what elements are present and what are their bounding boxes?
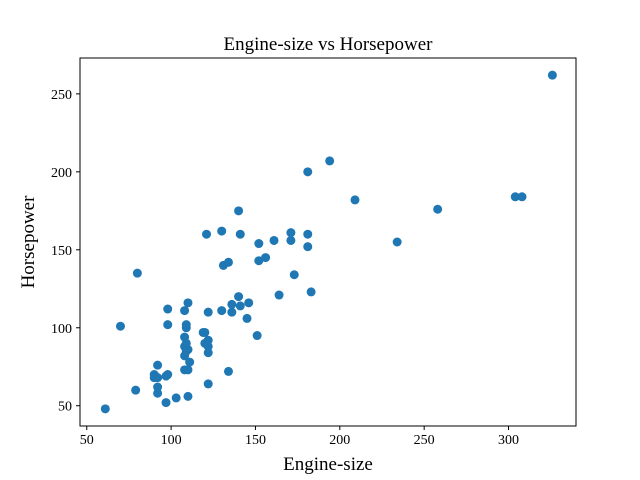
scatter-point	[242, 313, 252, 323]
scatter-point	[163, 304, 173, 314]
scatter-point	[217, 226, 227, 236]
y-axis-label: Horsepower	[18, 195, 39, 289]
scatter-point	[252, 331, 262, 341]
scatter-point	[180, 306, 190, 316]
scatter-point	[254, 256, 264, 266]
scatter-point	[163, 370, 173, 380]
scatter-point	[223, 366, 233, 376]
scatter-point	[261, 253, 271, 263]
scatter-point	[274, 290, 284, 300]
scatter-point	[183, 365, 193, 375]
scatter-point	[350, 195, 360, 205]
scatter-point	[132, 268, 142, 278]
x-tick-label: 100	[161, 433, 182, 448]
scatter-point	[115, 321, 125, 331]
scatter-point	[185, 357, 195, 367]
scatter-point	[203, 307, 213, 317]
chart-title: Engine-size vs Horsepower	[224, 34, 434, 55]
x-tick-label: 150	[245, 433, 266, 448]
x-axis-label: Engine-size	[283, 454, 373, 475]
scatter-point	[234, 292, 244, 302]
scatter-point	[286, 235, 296, 245]
scatter-point	[217, 306, 227, 316]
scatter-point	[131, 385, 141, 395]
scatter-point	[227, 307, 237, 317]
scatter-point	[235, 301, 245, 311]
data-points	[100, 70, 557, 414]
x-tick-label: 250	[414, 433, 435, 448]
scatter-point	[100, 404, 110, 414]
scatter-point	[183, 298, 193, 308]
scatter-point	[303, 242, 313, 252]
scatter-point	[289, 270, 299, 280]
y-tick-label: 250	[51, 88, 72, 103]
scatter-point	[183, 391, 193, 401]
scatter-point	[510, 192, 520, 202]
scatter-point	[200, 327, 210, 337]
scatter-point	[325, 156, 335, 166]
scatter-point	[235, 229, 245, 239]
scatter-point	[244, 298, 254, 308]
scatter-point	[303, 229, 313, 239]
x-tick-label: 50	[80, 433, 94, 448]
scatter-point	[181, 320, 191, 330]
scatter-point	[153, 382, 163, 392]
scatter-point	[153, 360, 163, 370]
scatter-point	[547, 70, 557, 80]
scatter-point	[392, 237, 402, 247]
x-tick-label: 200	[329, 433, 350, 448]
plot-frame	[79, 57, 577, 427]
scatter-point	[153, 373, 163, 383]
scatter-point	[306, 287, 316, 297]
scatter-point	[171, 393, 181, 403]
scatter-point	[203, 348, 213, 358]
y-tick-label: 100	[51, 322, 72, 337]
y-tick-label: 200	[51, 166, 72, 181]
scatter-point	[163, 320, 173, 330]
scatter-point	[223, 257, 233, 267]
scatter-point	[254, 239, 264, 249]
scatter-point	[153, 388, 163, 398]
scatter-point	[203, 379, 213, 389]
scatter-point	[161, 398, 171, 408]
scatter-point	[517, 192, 527, 202]
scatter-point	[234, 206, 244, 216]
axis-ticks: 50 100 150 200 250 300 50 100 150 200 250	[51, 88, 519, 448]
scatter-point	[286, 228, 296, 238]
scatter-point	[433, 204, 443, 214]
scatter-point	[183, 345, 193, 355]
scatter-point	[203, 341, 213, 351]
scatter-point	[227, 299, 237, 309]
scatter-point	[203, 335, 213, 345]
y-tick-label: 50	[58, 400, 72, 415]
scatter-point	[269, 235, 279, 245]
scatter-point	[202, 229, 212, 239]
scatter-point	[303, 167, 313, 177]
x-tick-label: 300	[498, 433, 519, 448]
y-tick-label: 150	[51, 244, 72, 259]
